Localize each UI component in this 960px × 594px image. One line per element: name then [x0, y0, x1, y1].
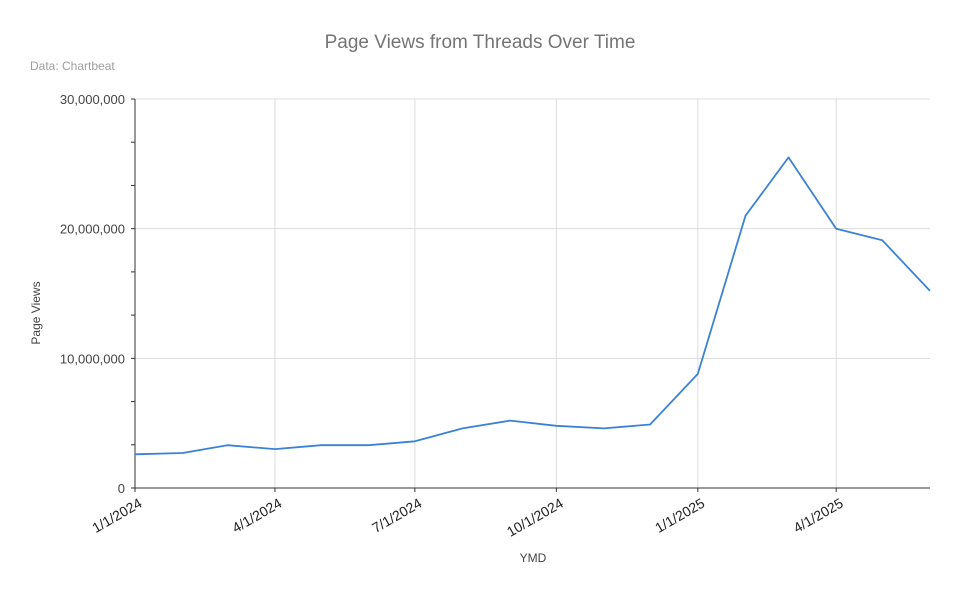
- y-axis-label: Page Views: [29, 281, 43, 344]
- grid-lines: [135, 98, 930, 488]
- y-tick-label: 0: [118, 481, 125, 496]
- axes: [131, 98, 930, 492]
- chart-title: Page Views from Threads Over Time: [325, 32, 636, 53]
- series-layer: [134, 156, 931, 456]
- y-tick-label: 10,000,000: [60, 351, 125, 366]
- y-tick-label: 20,000,000: [60, 222, 125, 237]
- x-tick-label: 7/1/2024: [369, 495, 424, 536]
- y-tick-label: 30,000,000: [60, 92, 125, 107]
- x-tick-label: 4/1/2024: [229, 495, 284, 536]
- x-tick-label: 4/1/2025: [791, 495, 846, 536]
- chart-subtitle: Data: Chartbeat: [30, 59, 115, 73]
- x-axis-label: YMD: [520, 551, 547, 565]
- tick-labels: 0 10,000,000 20,000,000 30,000,000 1/1/2024 4…: [60, 92, 846, 540]
- x-tick-label: 1/1/2025: [652, 495, 707, 536]
- x-tick-label: 1/1/2024: [89, 495, 144, 536]
- series-line: [134, 156, 931, 456]
- x-tick-label: 10/1/2024: [504, 495, 566, 540]
